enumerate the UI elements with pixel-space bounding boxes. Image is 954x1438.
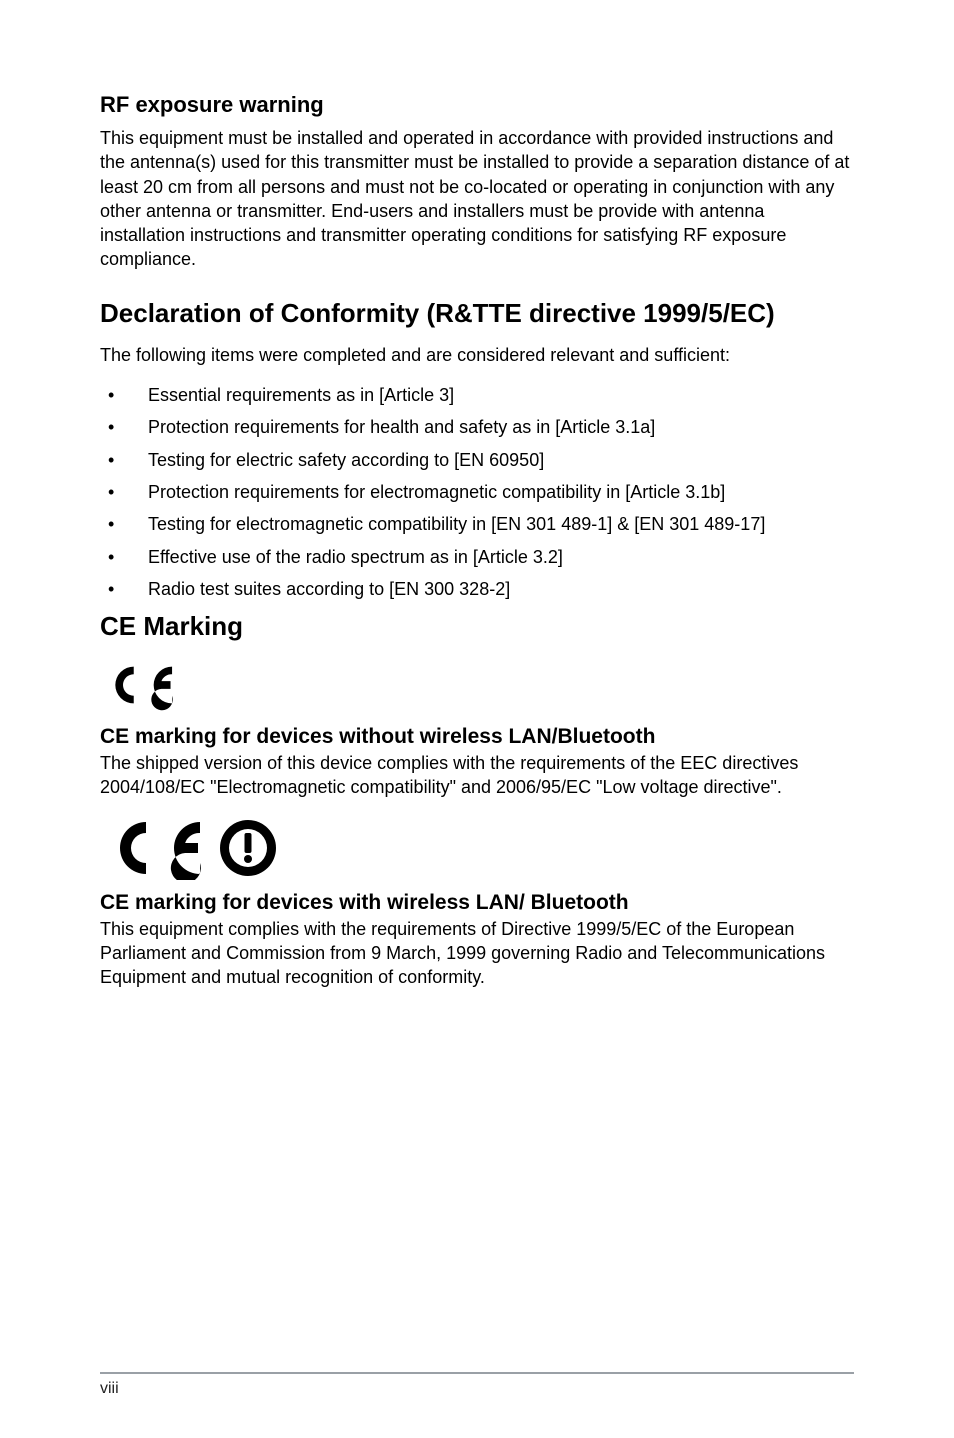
ce-sub2-heading: CE marking for devices with wireless LAN… xyxy=(100,891,854,915)
declaration-intro: The following items were completed and a… xyxy=(100,343,854,367)
ce-sub1-heading: CE marking for devices without wireless … xyxy=(100,725,854,749)
list-item: Essential requirements as in [Article 3] xyxy=(100,383,854,407)
ce-sub1-body: The shipped version of this device compl… xyxy=(100,751,854,800)
list-item: Testing for electromagnetic compatibilit… xyxy=(100,512,854,536)
declaration-list: Essential requirements as in [Article 3]… xyxy=(100,383,854,601)
ce-logo-exclamation-icon xyxy=(100,816,854,885)
page-number: viii xyxy=(100,1380,119,1397)
list-item: Protection requirements for health and s… xyxy=(100,415,854,439)
list-item: Testing for electric safety according to… xyxy=(100,448,854,472)
declaration-heading: Declaration of Conformity (R&TTE directi… xyxy=(100,298,854,329)
page-footer: viii xyxy=(100,1372,854,1398)
ce-sub2-body: This equipment complies with the require… xyxy=(100,917,854,990)
list-item: Radio test suites according to [EN 300 3… xyxy=(100,577,854,601)
ce-logo-plain-icon xyxy=(100,656,854,719)
ce-marking-heading: CE Marking xyxy=(100,611,854,642)
list-item: Effective use of the radio spectrum as i… xyxy=(100,545,854,569)
rf-exposure-body: This equipment must be installed and ope… xyxy=(100,126,854,272)
rf-exposure-heading: RF exposure warning xyxy=(100,92,854,118)
list-item: Protection requirements for electromagne… xyxy=(100,480,854,504)
